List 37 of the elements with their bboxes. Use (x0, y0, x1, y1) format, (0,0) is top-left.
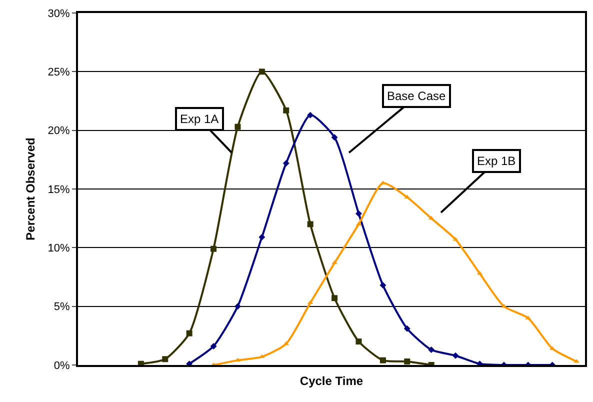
point (356, 338, 362, 345)
point (283, 107, 290, 114)
point (332, 295, 338, 302)
y-tick-label: 10% (48, 242, 70, 255)
point (210, 342, 217, 350)
y-tick-label: 25% (48, 66, 70, 79)
point (258, 234, 266, 240)
x-axis-title: Cycle Time (300, 374, 364, 388)
y-tick-label: 15% (48, 184, 70, 196)
point (404, 325, 410, 332)
point (186, 330, 192, 336)
text: Base Case (387, 89, 446, 103)
point (307, 112, 314, 118)
point (331, 134, 338, 141)
point (355, 210, 362, 217)
y-tick-label: 0% (54, 360, 70, 372)
point (404, 358, 410, 364)
point (380, 282, 386, 288)
y-axis-title: Percent Observed (24, 138, 38, 240)
series-label: Exp 1A (180, 112, 219, 126)
point (307, 221, 314, 228)
point (210, 246, 217, 252)
point (428, 346, 435, 353)
y-tick-label: 5% (54, 301, 70, 314)
point (282, 160, 290, 166)
text: Exp 1B (477, 154, 516, 168)
point (452, 236, 458, 241)
point (332, 260, 338, 264)
y-tick-label: 30% (48, 8, 70, 20)
point (452, 352, 459, 359)
point (234, 303, 241, 310)
point (380, 357, 386, 364)
point (162, 356, 168, 362)
point (501, 304, 507, 308)
point (258, 68, 265, 75)
y-tick-label: 20% (48, 125, 70, 138)
point (234, 124, 241, 130)
